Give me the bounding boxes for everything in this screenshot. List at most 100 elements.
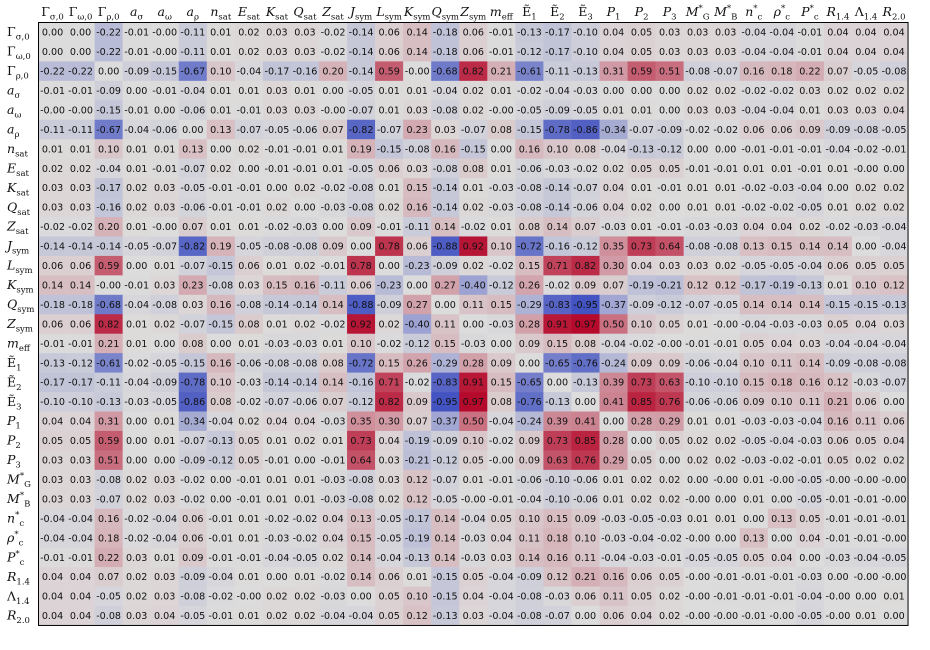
heatmap-cell bbox=[795, 547, 825, 568]
cell-value-label: -0.03 bbox=[461, 533, 486, 544]
cell-value-label: -0.08 bbox=[96, 611, 121, 622]
heatmap-cell bbox=[880, 158, 909, 179]
cell-value-label: 0.01 bbox=[715, 417, 736, 428]
cell-value-label: -0.08 bbox=[433, 164, 458, 175]
heatmap-cell bbox=[683, 392, 712, 412]
cell-value-label: 0.02 bbox=[827, 86, 848, 97]
cell-value-label: 0.03 bbox=[42, 475, 63, 486]
heatmap-cell bbox=[94, 430, 123, 451]
cell-value-label: 0.14 bbox=[547, 222, 568, 233]
cell-value-label: -0.03 bbox=[265, 339, 290, 350]
cell-value-label: -0.01 bbox=[713, 572, 738, 583]
cell-value-label: -0.14 bbox=[545, 203, 570, 214]
heatmap-cell bbox=[627, 158, 656, 179]
cell-value-label: -0.01 bbox=[685, 164, 710, 175]
cell-value-label: 0.16 bbox=[799, 378, 820, 389]
cell-value-label: 0.02 bbox=[631, 494, 652, 505]
heatmap-cell bbox=[94, 41, 123, 62]
cell-value-label: 0.03 bbox=[126, 553, 147, 564]
heatmap-cell bbox=[38, 567, 67, 587]
cell-value-label: -0.01 bbox=[657, 553, 682, 564]
heatmap-cell bbox=[487, 100, 516, 121]
cell-value-label: 0.15 bbox=[547, 339, 568, 350]
cell-value-label: 0.13 bbox=[743, 242, 764, 253]
heatmap-cell bbox=[262, 333, 292, 354]
cell-value-label: -0.01 bbox=[826, 533, 851, 544]
cell-value-label: -0.72 bbox=[517, 242, 542, 253]
cell-value-label: -0.08 bbox=[180, 592, 205, 603]
heatmap-cell bbox=[347, 392, 376, 412]
cell-value-label: 0.12 bbox=[406, 611, 427, 622]
heatmap-cell bbox=[66, 294, 95, 315]
cell-value-label: 0.01 bbox=[743, 494, 764, 505]
cell-value-label: 0.09 bbox=[575, 280, 596, 291]
heatmap-cell bbox=[683, 508, 712, 529]
cell-value-label: 0.14 bbox=[350, 572, 371, 583]
cell-value-label: 0.27 bbox=[435, 280, 456, 291]
heatmap-cell bbox=[178, 294, 208, 315]
column-label: nsat bbox=[210, 4, 231, 23]
cell-value-label: 0.01 bbox=[238, 572, 259, 583]
heatmap-cell bbox=[66, 22, 95, 43]
cell-value-label: -0.17 bbox=[545, 47, 570, 58]
cell-value-label: 0.08 bbox=[575, 339, 596, 350]
heatmap-cell bbox=[290, 22, 320, 43]
cell-value-label: -0.02 bbox=[293, 533, 318, 544]
heatmap-cell bbox=[403, 567, 432, 587]
heatmap-cell bbox=[627, 586, 656, 607]
heatmap-cell bbox=[599, 489, 628, 510]
cell-value-label: -0.01 bbox=[208, 183, 233, 194]
cell-value-label: -0.09 bbox=[826, 125, 851, 136]
heatmap-cell bbox=[375, 236, 404, 257]
cell-value-label: -0.01 bbox=[208, 553, 233, 564]
cell-value-label: 0.01 bbox=[603, 475, 624, 486]
heatmap-cell bbox=[515, 411, 544, 432]
cell-value-label: -0.02 bbox=[741, 183, 766, 194]
cell-value-label: -0.05 bbox=[713, 553, 738, 564]
heatmap-cell bbox=[262, 139, 292, 159]
cell-value-label: 0.02 bbox=[126, 572, 147, 583]
heatmap-cell bbox=[571, 197, 600, 218]
heatmap-cell bbox=[487, 294, 516, 315]
cell-value-label: -0.01 bbox=[208, 514, 233, 525]
cell-value-label: -0.03 bbox=[321, 592, 346, 603]
cell-value-label: 0.00 bbox=[266, 183, 287, 194]
cell-value-label: 0.03 bbox=[70, 456, 91, 467]
row-label: P*c bbox=[6, 549, 25, 568]
cell-value-label: -0.04 bbox=[741, 319, 766, 330]
cell-value-label: -0.18 bbox=[68, 300, 93, 311]
column-label: Γσ,0 bbox=[41, 4, 64, 23]
heatmap-cell bbox=[431, 586, 460, 607]
cell-value-label: 0.12 bbox=[827, 378, 848, 389]
cell-value-label: -0.08 bbox=[882, 67, 907, 78]
heatmap-cell bbox=[375, 22, 404, 43]
cell-value-label: -0.02 bbox=[321, 183, 346, 194]
heatmap-cell bbox=[823, 217, 853, 237]
cell-value-label: 0.05 bbox=[883, 261, 904, 272]
heatmap-cell bbox=[795, 353, 825, 373]
heatmap-cell bbox=[66, 61, 95, 82]
heatmap-cell bbox=[739, 450, 769, 471]
heatmap-cell bbox=[403, 294, 432, 315]
cell-value-label: -0.03 bbox=[461, 553, 486, 564]
heatmap-cell bbox=[150, 119, 180, 140]
heatmap-cell bbox=[38, 22, 67, 43]
cell-value-label: -0.21 bbox=[405, 456, 430, 467]
heatmap-cell bbox=[206, 275, 236, 296]
heatmap-cell bbox=[431, 22, 460, 43]
cell-value-label: -0.06 bbox=[517, 475, 542, 486]
heatmap-cell bbox=[206, 528, 236, 548]
cell-value-label: -0.05 bbox=[797, 494, 822, 505]
cell-value-label: 0.01 bbox=[883, 592, 904, 603]
cell-value-label: 0.01 bbox=[322, 436, 343, 447]
heatmap-cell bbox=[431, 450, 460, 471]
cell-value-label: 0.01 bbox=[827, 164, 848, 175]
cell-value-label: -0.14 bbox=[545, 183, 570, 194]
column-label: P*c bbox=[800, 4, 819, 23]
cell-value-label: 0.14 bbox=[743, 300, 764, 311]
heatmap-cell bbox=[38, 547, 67, 568]
heatmap-cell bbox=[459, 100, 488, 121]
heatmap-cell bbox=[206, 80, 236, 101]
heatmap-cell bbox=[739, 139, 769, 159]
cell-value-label: 0.10 bbox=[98, 144, 119, 155]
